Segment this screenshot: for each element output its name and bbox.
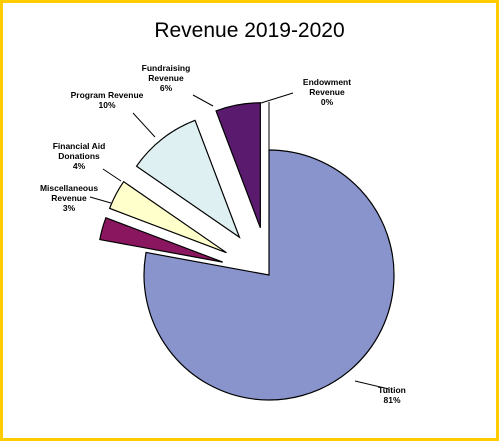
slice-label: Endowment Revenue 0% — [303, 77, 351, 107]
slice-label-line: Miscellaneous — [40, 183, 98, 193]
pie-slice — [99, 217, 223, 263]
slice-label-line: Endowment — [303, 77, 351, 87]
slice-label: Tuition 81% — [378, 385, 406, 405]
slice-label-line: 10% — [98, 100, 115, 110]
slice-label-line: 3% — [63, 203, 76, 213]
slice-label-line: Donations — [58, 151, 100, 161]
slice-label-line: 4% — [73, 161, 86, 171]
leader-line — [132, 112, 156, 138]
leader-lines — [89, 92, 390, 390]
pie-slices — [99, 102, 395, 401]
slice-label-line: Revenue — [309, 87, 345, 97]
leader-line — [354, 380, 390, 390]
slice-label-line: Financial Aid — [53, 141, 106, 151]
slice-label: Program Revenue 10% — [71, 90, 144, 110]
slice-label-line: Fundraising — [142, 63, 191, 73]
slice-label-line: 6% — [160, 83, 173, 93]
pie-slice — [143, 149, 395, 401]
slice-label-line: 0% — [321, 97, 334, 107]
leader-line — [102, 168, 122, 182]
slice-label: Miscellaneous Revenue 3% — [40, 183, 98, 213]
slice-label-line: Revenue — [51, 193, 87, 203]
pie-slice — [108, 180, 227, 254]
slice-label-line: Revenue — [148, 73, 184, 83]
slice-label-line: Program Revenue — [71, 90, 144, 100]
slice-label: Fundraising Revenue 6% — [142, 63, 191, 93]
slice-label-line: Tuition — [378, 385, 406, 395]
slice-labels: Tuition 81%Miscellaneous Revenue 3%Financia… — [40, 63, 406, 405]
leader-line — [260, 92, 294, 104]
pie-slice — [215, 102, 261, 228]
slice-label: Financial Aid Donations 4% — [53, 141, 106, 171]
leader-line — [192, 94, 214, 107]
chart-title: Revenue 2019-2020 — [154, 19, 345, 42]
pie-slice — [135, 119, 241, 239]
leader-line — [89, 196, 112, 204]
pie-chart: Tuition 81%Miscellaneous Revenue 3%Financia… — [40, 63, 406, 405]
slice-label-line: 81% — [383, 395, 400, 405]
